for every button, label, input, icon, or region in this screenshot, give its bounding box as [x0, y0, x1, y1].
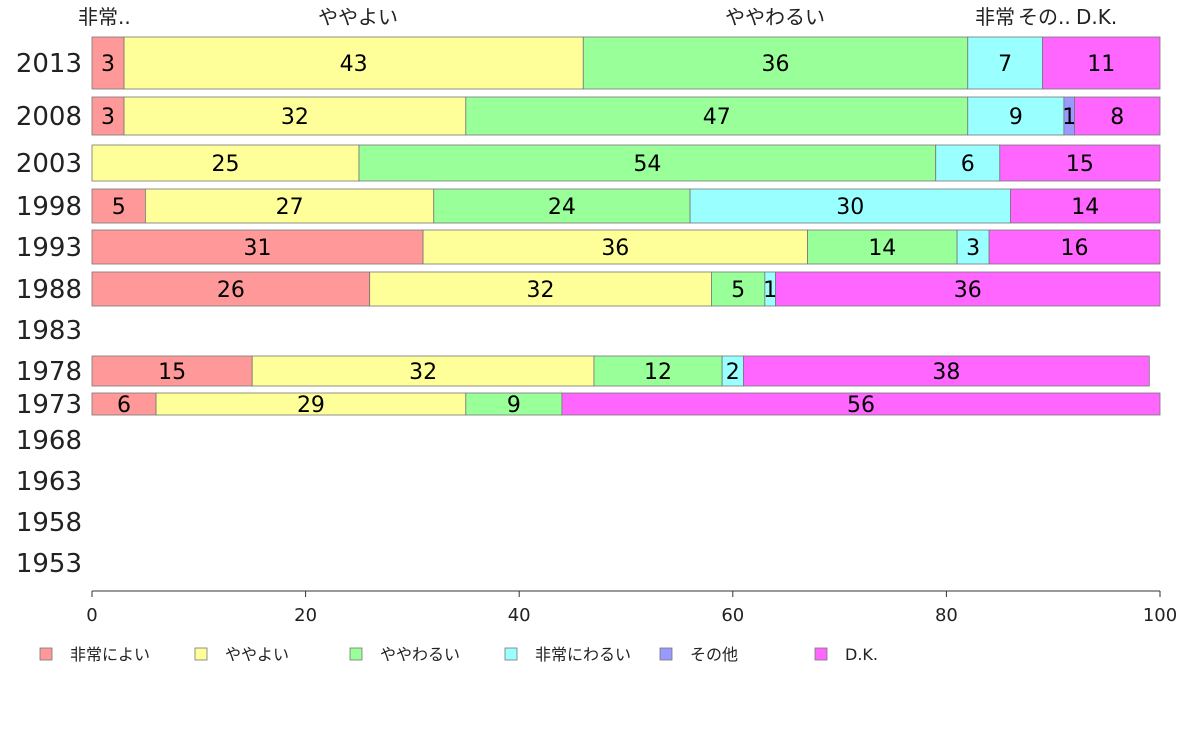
- legend-label: 非常にわるい: [535, 645, 631, 664]
- x-tick-label: 60: [721, 605, 744, 626]
- x-tick-label: 20: [294, 605, 317, 626]
- data-label: 47: [703, 105, 731, 130]
- data-label: 24: [548, 195, 576, 220]
- data-label: 43: [340, 52, 368, 77]
- data-label: 14: [868, 236, 896, 261]
- x-axis: 0 20 40 60 80 100: [86, 591, 1177, 626]
- top-label: 非常: [975, 5, 1015, 29]
- data-label: 32: [409, 360, 437, 385]
- year-label: 1983: [16, 316, 82, 346]
- year-label: 1978: [16, 357, 82, 387]
- year-label: 1958: [16, 508, 82, 538]
- data-label: 8: [1110, 105, 1124, 130]
- legend-label: 非常によい: [70, 645, 150, 664]
- data-label: 3: [101, 105, 115, 130]
- data-label: 36: [601, 236, 629, 261]
- data-label: 29: [297, 393, 325, 418]
- data-label: 1: [1062, 105, 1076, 130]
- year-label: 1953: [16, 549, 82, 579]
- x-tick-label: 80: [935, 605, 958, 626]
- legend-swatch: [195, 648, 207, 660]
- data-label: 32: [281, 105, 309, 130]
- x-tick-label: 100: [1143, 605, 1177, 626]
- data-label: 54: [633, 152, 661, 177]
- data-label: 6: [117, 393, 131, 418]
- top-label: ややよい: [318, 5, 398, 29]
- top-label: その..: [1018, 5, 1071, 29]
- stacked-bar-chart: 非常.. ややよい ややわるい 非常 その.. D.K. 2013200820031998…: [0, 0, 1188, 736]
- legend-swatch: [350, 648, 362, 660]
- year-labels: 2013 2008 2003 1998 1993 1988 1983 19781973 1968…: [16, 49, 82, 579]
- data-label: 26: [217, 278, 245, 303]
- data-label: 38: [932, 360, 960, 385]
- legend-swatch: [815, 648, 827, 660]
- year-label: 2008: [16, 102, 82, 132]
- legend-swatch: [40, 648, 52, 660]
- data-label: 11: [1087, 52, 1115, 77]
- legend: 非常によい ややよい ややわるい 非常にわるい その他 D.K.: [40, 645, 878, 664]
- data-label: 14: [1071, 195, 1099, 220]
- top-label: 非常..: [78, 5, 131, 29]
- legend-label: その他: [690, 645, 738, 664]
- data-label: 9: [1009, 105, 1023, 130]
- year-label: 2003: [16, 149, 82, 179]
- legend-label: ややよい: [225, 645, 289, 664]
- top-category-labels: 非常.. ややよい ややわるい 非常 その.. D.K.: [78, 5, 1117, 29]
- legend-swatch: [660, 648, 672, 660]
- data-label: 36: [762, 52, 790, 77]
- data-label: 5: [731, 278, 745, 303]
- legend-label: ややわるい: [380, 645, 460, 664]
- data-label: 2: [726, 360, 740, 385]
- data-label: 3: [101, 52, 115, 77]
- data-label: 25: [212, 152, 240, 177]
- data-label: 15: [158, 360, 186, 385]
- year-label: 1993: [16, 233, 82, 263]
- x-tick-label: 0: [86, 605, 97, 626]
- data-label: 31: [244, 236, 272, 261]
- data-label: 5: [112, 195, 126, 220]
- year-label: 2013: [16, 49, 82, 79]
- top-label: ややわるい: [725, 5, 825, 29]
- data-label: 1: [763, 278, 777, 303]
- year-label: 1998: [16, 192, 82, 222]
- data-label: 12: [644, 360, 672, 385]
- legend-swatch: [505, 648, 517, 660]
- data-label: 27: [276, 195, 304, 220]
- top-label: D.K.: [1076, 5, 1117, 29]
- year-label: 1988: [16, 275, 82, 305]
- year-label: 1963: [16, 467, 82, 497]
- x-tick-label: 40: [508, 605, 531, 626]
- data-label: 3: [966, 236, 980, 261]
- legend-label: D.K.: [845, 645, 878, 664]
- data-label: 15: [1066, 152, 1094, 177]
- data-label: 6: [961, 152, 975, 177]
- data-label: 30: [836, 195, 864, 220]
- data-label: 36: [954, 278, 982, 303]
- data-label: 7: [998, 52, 1012, 77]
- year-label: 1968: [16, 426, 82, 456]
- data-label: 9: [507, 393, 521, 418]
- data-label: 16: [1061, 236, 1089, 261]
- year-label: 1973: [16, 390, 82, 420]
- data-label: 32: [527, 278, 555, 303]
- data-label: 56: [847, 393, 875, 418]
